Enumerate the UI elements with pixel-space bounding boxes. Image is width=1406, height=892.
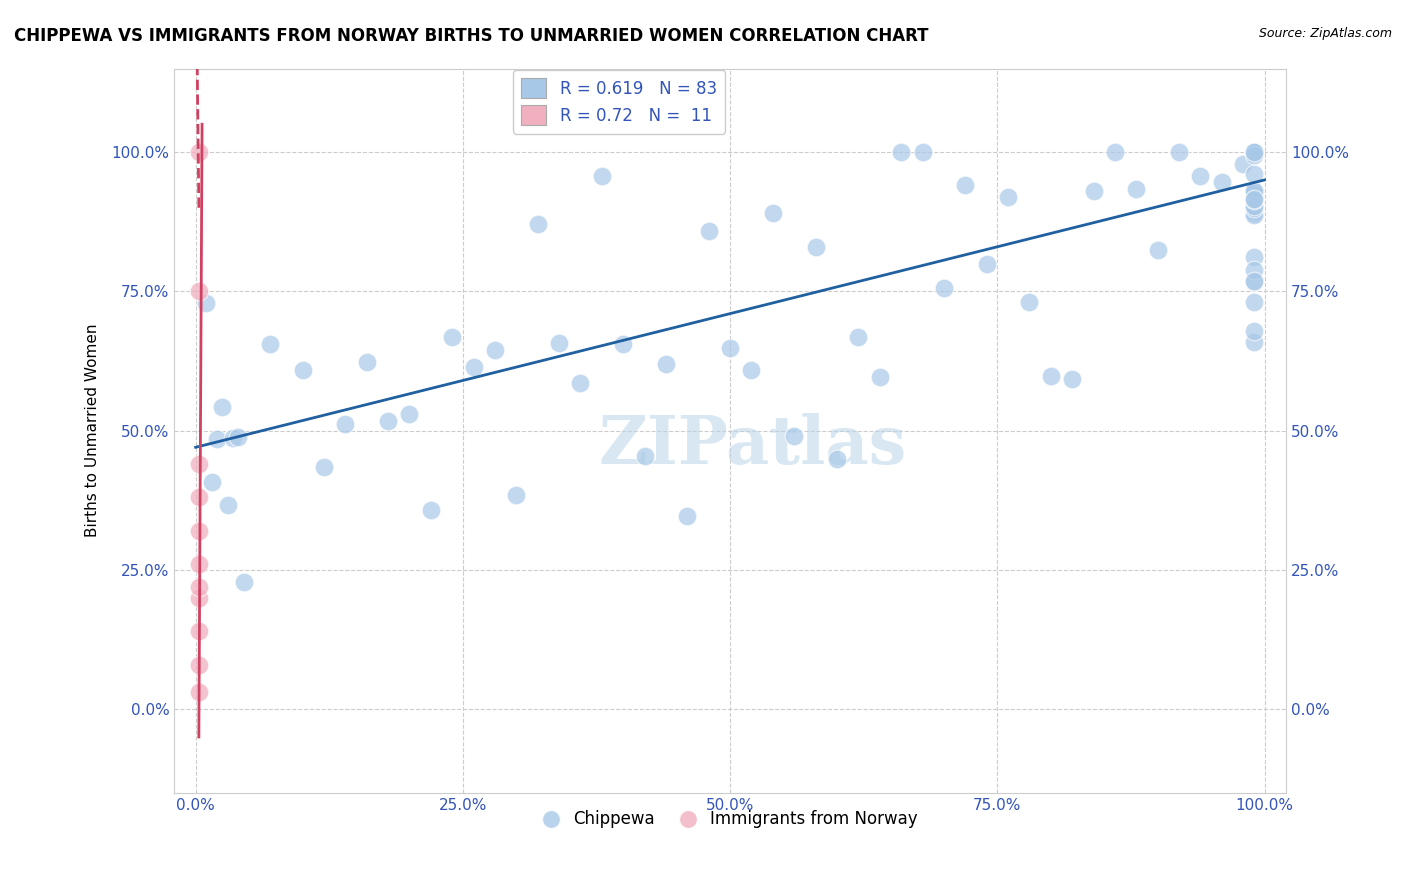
Point bbox=[1243, 145, 1265, 159]
Point bbox=[187, 145, 209, 159]
Point bbox=[187, 558, 209, 572]
Point bbox=[1243, 145, 1265, 159]
Point bbox=[356, 355, 378, 369]
Point bbox=[997, 189, 1019, 203]
Point bbox=[1232, 157, 1254, 171]
Point bbox=[1243, 250, 1265, 264]
Point bbox=[1243, 167, 1265, 181]
Point bbox=[1243, 263, 1265, 277]
Point bbox=[1243, 145, 1265, 159]
Point bbox=[869, 369, 891, 384]
Point bbox=[1189, 169, 1212, 183]
Point bbox=[1243, 145, 1265, 159]
Point bbox=[398, 407, 420, 421]
Point bbox=[1168, 145, 1191, 159]
Point bbox=[976, 258, 998, 272]
Point bbox=[187, 580, 209, 594]
Point bbox=[259, 336, 281, 351]
Point bbox=[217, 498, 239, 512]
Point bbox=[1018, 294, 1040, 309]
Point bbox=[1243, 199, 1265, 213]
Point bbox=[195, 296, 218, 310]
Point bbox=[228, 430, 250, 444]
Point bbox=[1039, 369, 1062, 384]
Point bbox=[484, 343, 506, 357]
Point bbox=[633, 449, 655, 463]
Point bbox=[848, 330, 870, 344]
Point bbox=[1243, 145, 1265, 159]
Point bbox=[187, 524, 209, 538]
Point bbox=[740, 363, 762, 377]
Point bbox=[1243, 324, 1265, 338]
Point bbox=[612, 337, 634, 351]
Point bbox=[222, 431, 245, 445]
Point bbox=[463, 360, 485, 375]
Point bbox=[1243, 184, 1265, 198]
Point bbox=[1104, 145, 1126, 159]
Point bbox=[804, 240, 827, 254]
Point bbox=[1125, 182, 1147, 196]
Point bbox=[187, 285, 209, 299]
Point bbox=[187, 657, 209, 672]
Point bbox=[291, 363, 314, 377]
Point bbox=[1243, 145, 1265, 159]
Point bbox=[783, 428, 806, 442]
Text: CHIPPEWA VS IMMIGRANTS FROM NORWAY BIRTHS TO UNMARRIED WOMEN CORRELATION CHART: CHIPPEWA VS IMMIGRANTS FROM NORWAY BIRTH… bbox=[14, 27, 928, 45]
Point bbox=[1211, 175, 1233, 189]
Point bbox=[187, 591, 209, 605]
Point bbox=[1243, 192, 1265, 206]
Point bbox=[187, 624, 209, 639]
Point bbox=[1243, 295, 1265, 310]
Point bbox=[187, 685, 209, 699]
Text: ZIPatlas: ZIPatlas bbox=[598, 413, 907, 477]
Point bbox=[232, 574, 254, 589]
Y-axis label: Births to Unmarried Women: Births to Unmarried Women bbox=[86, 324, 100, 537]
Point bbox=[335, 417, 357, 432]
Point bbox=[1243, 208, 1265, 222]
Point bbox=[1243, 334, 1265, 349]
Point bbox=[1243, 201, 1265, 215]
Point bbox=[718, 342, 741, 356]
Point bbox=[932, 280, 955, 294]
Legend: Chippewa, Immigrants from Norway: Chippewa, Immigrants from Norway bbox=[536, 804, 924, 835]
Point bbox=[676, 508, 699, 523]
Point bbox=[1243, 145, 1265, 159]
Point bbox=[377, 414, 399, 428]
Point bbox=[1146, 244, 1168, 258]
Point bbox=[655, 357, 678, 371]
Point bbox=[890, 145, 912, 159]
Point bbox=[825, 452, 848, 467]
Point bbox=[187, 457, 209, 471]
Point bbox=[1243, 274, 1265, 288]
Point bbox=[1243, 194, 1265, 208]
Point bbox=[526, 217, 548, 231]
Point bbox=[312, 460, 335, 475]
Point bbox=[1243, 186, 1265, 201]
Point bbox=[1243, 202, 1265, 216]
Point bbox=[762, 206, 785, 220]
Point bbox=[1243, 148, 1265, 162]
Point bbox=[187, 491, 209, 505]
Point bbox=[548, 336, 571, 351]
Point bbox=[1243, 184, 1265, 198]
Point bbox=[205, 432, 228, 446]
Point bbox=[419, 503, 441, 517]
Point bbox=[591, 169, 613, 183]
Point bbox=[911, 145, 934, 159]
Point bbox=[201, 475, 224, 490]
Point bbox=[1243, 276, 1265, 290]
Point bbox=[505, 488, 527, 502]
Point bbox=[441, 330, 464, 344]
Point bbox=[1243, 206, 1265, 220]
Point bbox=[955, 178, 977, 192]
Point bbox=[697, 224, 720, 238]
Point bbox=[211, 400, 233, 414]
Text: Source: ZipAtlas.com: Source: ZipAtlas.com bbox=[1258, 27, 1392, 40]
Point bbox=[569, 376, 592, 391]
Point bbox=[1083, 184, 1105, 198]
Point bbox=[1062, 372, 1084, 386]
